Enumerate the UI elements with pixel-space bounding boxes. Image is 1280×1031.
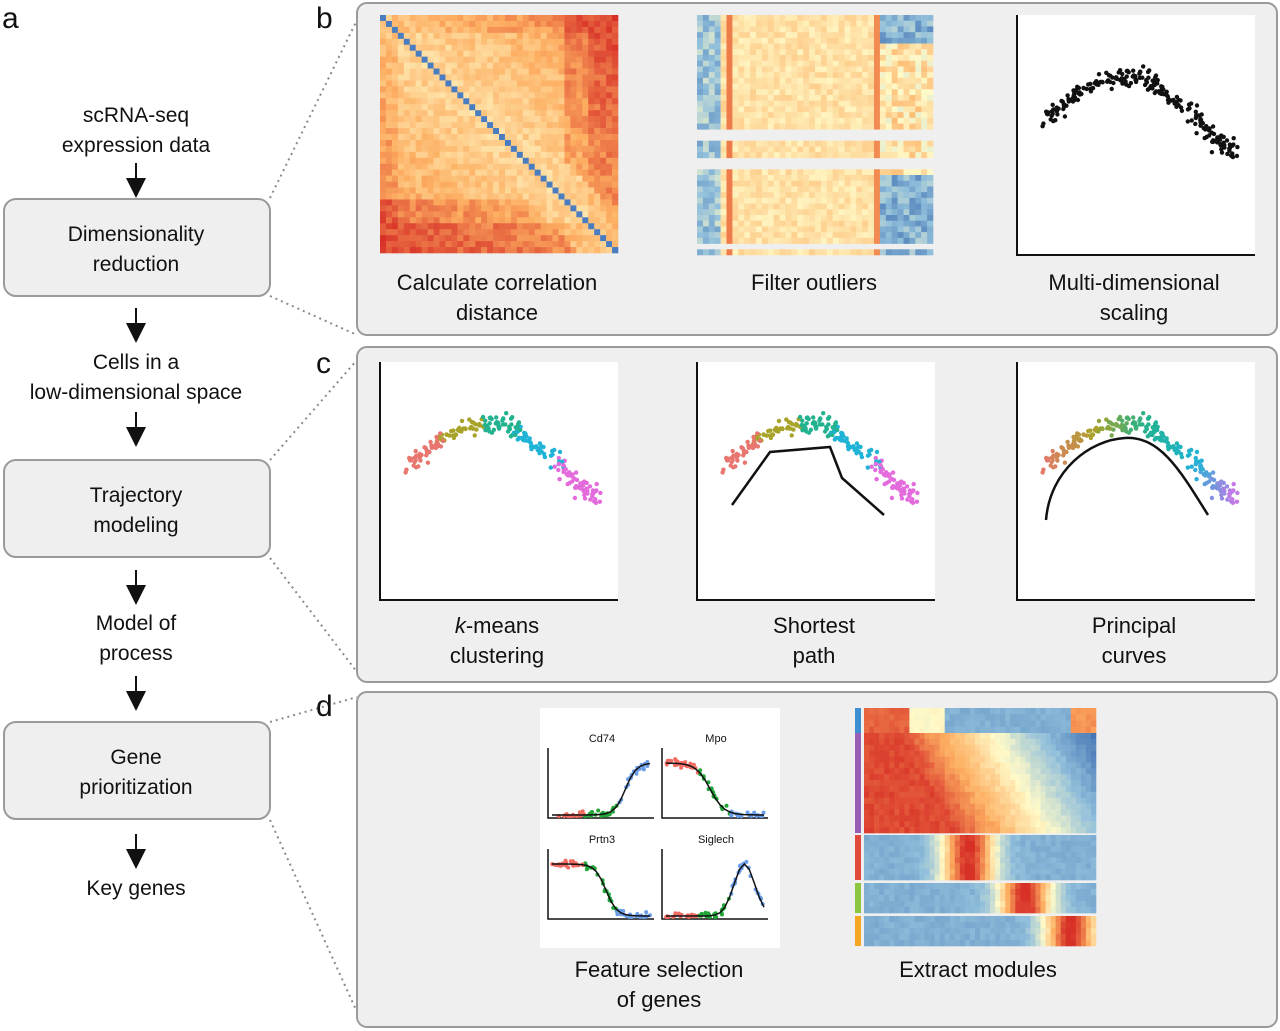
panel-label-d: d	[316, 690, 333, 723]
caption-principal-line1: Principal	[1092, 613, 1176, 638]
filter-outliers-heatmap	[697, 15, 934, 256]
gene-label-prtn3: Prtn3	[589, 834, 615, 846]
caption-mds-line1: Multi-dimensional	[1048, 270, 1219, 295]
mds-scatter	[1016, 15, 1255, 256]
panel-label-a: a	[2, 2, 19, 35]
caption-mds-line2: scaling	[1100, 300, 1168, 325]
principal-curve-scatter	[1016, 362, 1255, 601]
gene-label-cd74: Cd74	[589, 733, 615, 745]
kmeans-axes	[379, 362, 618, 601]
connector-lines	[269, 19, 358, 1013]
step3-line2: prioritization	[79, 776, 192, 799]
caption-shortest-line1: Shortest	[773, 613, 855, 638]
caption-extract-modules: Extract modules	[899, 957, 1057, 982]
step-box-dimensionality-reduction	[3, 198, 271, 297]
gene-plots-background	[540, 708, 780, 948]
gene-plots	[547, 748, 768, 920]
step1-line1: Dimensionality	[68, 223, 205, 246]
caption-feature-selection-line1: Feature selection	[575, 957, 744, 982]
gene-label-mpo: Mpo	[705, 733, 726, 745]
step-box-gene-prioritization	[3, 721, 271, 820]
flow-input-line1: scRNA-seq	[83, 104, 189, 127]
flow-input-line2: expression data	[62, 134, 211, 157]
step3-line1: Gene	[110, 746, 161, 769]
step2-line2: modeling	[93, 514, 178, 537]
flow-out2-line1: Model of	[96, 612, 177, 635]
panel-d-box	[356, 691, 1278, 1028]
flow-out1-line2: low-dimensional space	[30, 381, 242, 404]
caption-kmeans-line1: k-means	[455, 613, 539, 638]
caption-shortest-line2: path	[793, 643, 836, 668]
gene-label-siglech: Siglech	[698, 834, 734, 846]
panel-label-b: b	[316, 2, 333, 35]
kmeans-scatter	[379, 362, 618, 601]
shortest-path-axes	[696, 362, 935, 601]
step1-line2: reduction	[93, 253, 179, 276]
correlation-heatmap	[380, 15, 619, 254]
module-heatmap	[855, 708, 1097, 947]
caption-principal-line2: curves	[1102, 643, 1167, 668]
step-box-trajectory-modeling	[3, 459, 271, 558]
flow-out3: Key genes	[86, 877, 185, 900]
flow-out2-line2: process	[99, 642, 173, 665]
panel-label-c: c	[316, 347, 331, 380]
caption-filter-outliers: Filter outliers	[751, 270, 877, 295]
caption-correlation-line1: Calculate correlation	[397, 270, 598, 295]
flow-column: scRNA-seq expression data Dimensionality…	[3, 104, 271, 900]
caption-kmeans-line2: clustering	[450, 643, 544, 668]
flow-out1-line1: Cells in a	[93, 351, 180, 374]
principal-curve-axes	[1016, 362, 1255, 601]
caption-feature-selection-line2: of genes	[617, 987, 701, 1012]
step2-line1: Trajectory	[90, 484, 183, 507]
shortest-path-scatter	[696, 362, 935, 601]
caption-correlation-line2: distance	[456, 300, 538, 325]
mds-axes	[1016, 15, 1255, 256]
